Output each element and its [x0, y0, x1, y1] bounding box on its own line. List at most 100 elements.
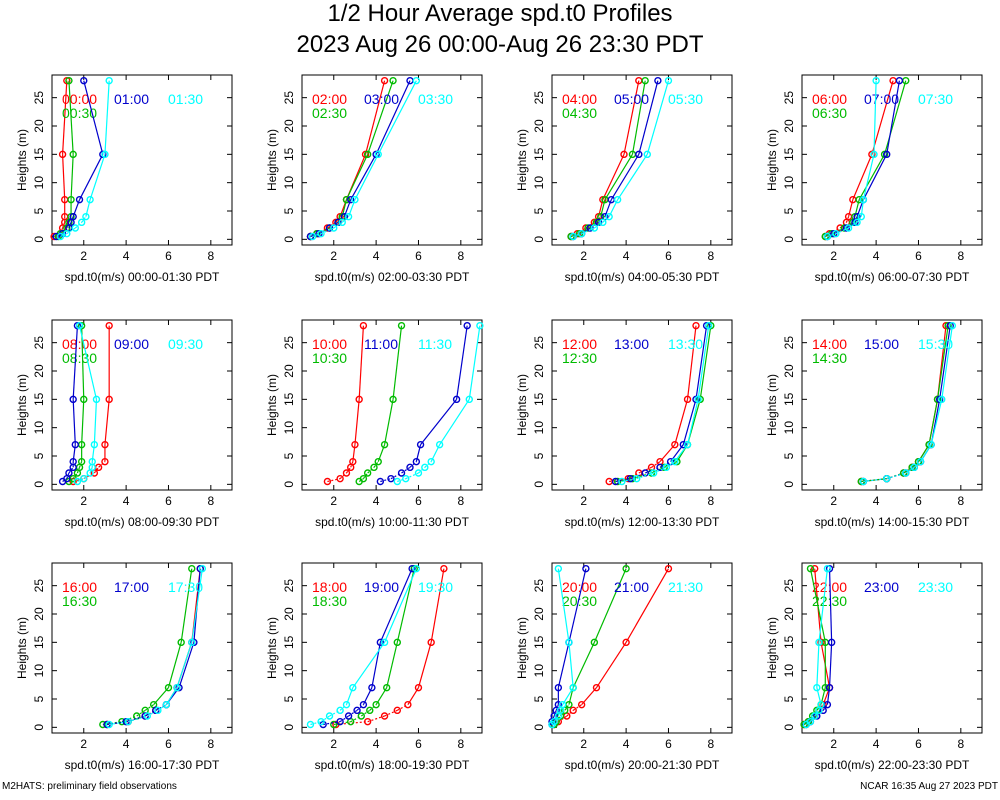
x-tick-label: 4	[123, 737, 130, 751]
data-point	[408, 564, 416, 573]
y-tick-label: 5	[532, 207, 546, 214]
series-line	[178, 642, 195, 688]
plot-frame	[551, 319, 733, 491]
data-point	[77, 218, 86, 227]
data-point	[372, 700, 380, 709]
y-tick-label: 25	[532, 336, 546, 350]
data-point	[82, 212, 90, 221]
series-line	[66, 227, 76, 235]
plot-frame	[551, 562, 733, 734]
x-tick-label: 6	[665, 249, 672, 263]
y-tick-label: 15	[782, 635, 796, 649]
series-line	[74, 221, 83, 229]
series-line	[623, 80, 640, 155]
series-line	[602, 216, 610, 223]
data-point	[927, 440, 935, 449]
data-point	[813, 683, 821, 692]
data-point	[380, 638, 389, 647]
data-point	[620, 150, 628, 159]
series-line	[364, 80, 386, 155]
x-axis-label: spd.t0(m/s) 18:00-19:30 PDT	[315, 758, 470, 772]
series-line	[78, 325, 98, 400]
x-axis-label: spd.t0(m/s) 08:00-09:30 PDT	[65, 515, 220, 529]
data-point	[463, 321, 471, 330]
y-tick-label: 5	[782, 207, 796, 214]
y-tick-label: 25	[32, 336, 46, 350]
x-tick-label: 2	[830, 249, 837, 263]
data-point	[827, 638, 836, 647]
legend-label: 13:00	[614, 336, 649, 352]
y-tick-label: 25	[32, 91, 46, 105]
series	[802, 564, 832, 729]
series-line	[424, 461, 432, 468]
y-tick-label: 10	[32, 176, 46, 190]
y-tick-label: 15	[32, 392, 46, 406]
legend-label: 05:30	[668, 91, 703, 107]
data-point	[198, 564, 207, 573]
x-axis-label: spd.t0(m/s) 22:00-23:30 PDT	[815, 758, 970, 772]
data-point	[859, 477, 868, 486]
legend-label: 09:30	[168, 336, 203, 352]
series-line	[593, 568, 627, 643]
y-axis-label: Heights (m)	[265, 129, 279, 191]
series-line	[180, 568, 193, 643]
x-tick-label: 8	[707, 494, 714, 508]
series-line	[854, 216, 858, 223]
data-point	[948, 321, 957, 330]
legend-label: 00:30	[62, 105, 97, 121]
x-tick-label: 8	[457, 737, 464, 751]
data-point	[577, 700, 586, 709]
plot-frame	[51, 319, 233, 491]
y-tick-label: 0	[32, 724, 46, 731]
series-line	[93, 466, 100, 474]
data-point	[383, 683, 391, 692]
series-line	[341, 216, 349, 223]
data-point	[336, 706, 344, 715]
series-line	[581, 687, 597, 706]
chart-subtitle: 2023 Aug 26 00:00-Aug 26 23:30 PDT	[296, 31, 704, 58]
series-line	[350, 154, 377, 200]
legend-label: 22:30	[812, 593, 847, 609]
legend-label: 20:30	[562, 593, 597, 609]
series-line	[136, 709, 146, 717]
y-tick-label: 0	[282, 481, 296, 488]
legend-label: 10:00	[312, 336, 347, 352]
x-tick-label: 4	[873, 494, 880, 508]
data-point	[342, 195, 351, 204]
x-tick-label: 2	[580, 494, 587, 508]
x-tick-label: 8	[207, 737, 214, 751]
series-line	[638, 80, 659, 155]
data-point	[306, 720, 315, 729]
data-point	[565, 638, 573, 647]
series-line	[78, 461, 83, 468]
y-tick-label: 5	[32, 207, 46, 214]
plot-frame	[301, 562, 483, 734]
y-tick-label: 10	[282, 176, 296, 190]
data-point	[817, 700, 825, 709]
series-line	[814, 709, 820, 717]
y-tick-label: 5	[32, 695, 46, 702]
data-point	[613, 195, 622, 204]
data-point	[359, 474, 368, 483]
legend-label: 08:30	[62, 350, 97, 366]
data-point	[592, 683, 601, 692]
series-line	[72, 472, 78, 480]
data-point	[344, 712, 353, 720]
y-tick-label: 25	[32, 579, 46, 593]
series-line	[566, 709, 574, 717]
series-line	[68, 466, 74, 474]
series-line	[89, 154, 106, 200]
data-point	[342, 469, 351, 477]
series-line	[871, 80, 894, 155]
data-point	[143, 712, 151, 720]
series-line	[936, 325, 949, 400]
x-tick-label: 8	[707, 249, 714, 263]
data-point	[188, 564, 196, 573]
series-line	[89, 467, 93, 474]
data-point	[105, 395, 113, 404]
data-point	[101, 457, 109, 466]
series-line	[348, 709, 358, 717]
data-point	[599, 218, 607, 227]
y-tick-label: 25	[282, 579, 296, 593]
data-point	[641, 76, 649, 85]
